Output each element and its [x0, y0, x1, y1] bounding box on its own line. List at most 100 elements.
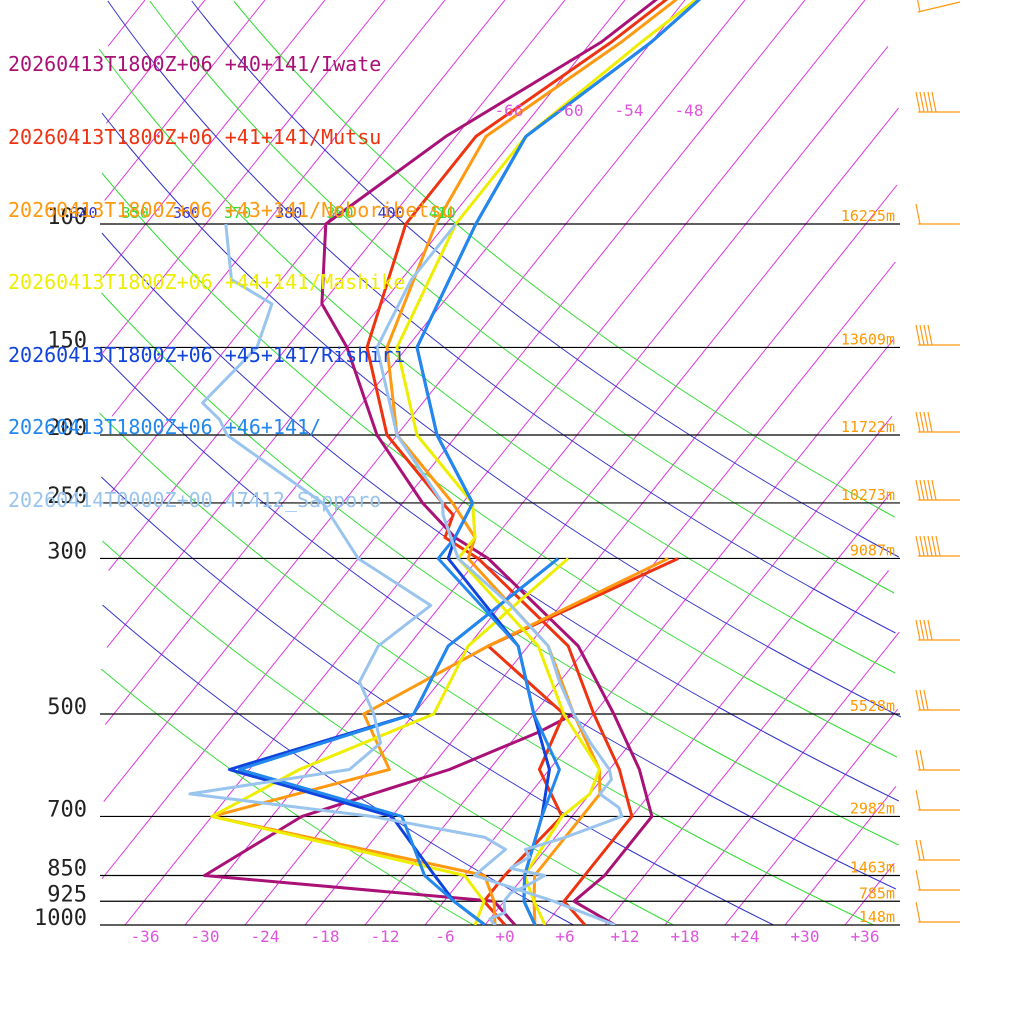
temperature-tick-label: +24	[731, 927, 760, 946]
wind-barb	[915, 789, 960, 811]
isotherm-line	[244, 107, 900, 926]
isotherm-line	[103, 0, 746, 802]
pressure-tick-label: 200	[47, 416, 87, 441]
series-dewpoint-line	[210, 557, 669, 925]
skewed-temp-label: -60	[555, 101, 584, 120]
wind-barb	[915, 619, 960, 641]
isotherm-line	[100, 0, 386, 355]
wind-barb	[915, 479, 960, 501]
height-label: 785m	[859, 884, 895, 902]
temperature-tick-label: -12	[371, 927, 400, 946]
wind-barb	[915, 689, 960, 711]
skewed-temp-label: -54	[615, 101, 644, 120]
isotherm-line	[106, 0, 626, 648]
wind-barb	[916, 0, 961, 13]
series-temperature-line	[385, 0, 679, 925]
temperature-tick-label: +0	[495, 927, 514, 946]
isotherm-line	[424, 338, 895, 926]
temperature-tick-label: -36	[131, 927, 160, 946]
wind-barb-flag	[923, 689, 929, 711]
legend-item-mashike: 20260413T1800Z+06 +44+141/Mashike	[8, 270, 406, 295]
series-layer	[188, 0, 702, 925]
temperature-tick-label: -6	[435, 927, 454, 946]
isotherm-line	[101, 0, 806, 880]
pressure-tick-label: 250	[47, 484, 87, 509]
wind-barb-flag	[915, 839, 921, 861]
theta-line	[191, 0, 900, 558]
isotherm-line	[184, 45, 889, 926]
isotherm-line	[784, 785, 897, 926]
wind-barb-flag	[915, 619, 921, 641]
wind-barb-flag	[915, 411, 921, 433]
height-label: 5528m	[850, 697, 895, 715]
wind-barb-flag	[915, 869, 921, 891]
wind-barb-flag	[915, 789, 921, 811]
legend-item-46-141: 20260413T1800Z+06 +46+141/	[8, 415, 322, 440]
theta-line	[100, 668, 474, 926]
wind-barb-flag	[923, 619, 929, 641]
wind-barb-flag	[927, 619, 933, 641]
height-label: 13609m	[841, 330, 895, 348]
legend-item-sapporo: 20260414T0000Z+00 47412_Sapporo	[8, 488, 382, 513]
series-temperature-line	[375, 223, 624, 925]
theta-line	[101, 232, 900, 802]
temperature-tick-label: -30	[191, 927, 220, 946]
wind-barb	[915, 535, 960, 557]
legend: 20260413T1800Z+06 +40+141/Iwate 20260413…	[8, 4, 454, 536]
wind-barb-flag	[927, 479, 933, 501]
legend-item-noboribetsu: 20260413T1800Z+06 +43+141/Noboribetsu	[8, 197, 454, 222]
skewed-temperature-labels: -66 -60 -54 -48	[495, 101, 704, 120]
legend-item-rishiri: 20260413T1800Z+06 +45+141/Rishiri	[8, 342, 406, 367]
pressure-tick-label: 300	[47, 539, 87, 564]
wind-barb-flag	[915, 901, 921, 923]
wind-barb-flag	[916, 0, 921, 13]
wind-barb-flag	[919, 689, 925, 711]
isotherm-line	[304, 184, 898, 926]
theta-label: 370	[224, 204, 251, 222]
height-label: 1463m	[850, 859, 895, 877]
wind-barbs	[915, 0, 961, 923]
wind-barb	[915, 749, 960, 771]
height-label: 148m	[859, 908, 895, 926]
theta-label: 340	[70, 204, 97, 222]
series-temperature-line	[415, 0, 702, 925]
isotherm-line	[364, 261, 896, 926]
isotherm-line	[104, 0, 686, 725]
wind-barb-flag	[923, 324, 929, 346]
pressure-tick-label: 100	[47, 205, 87, 230]
wind-barb-flag	[931, 91, 937, 113]
series-temperature-line	[365, 0, 669, 925]
theta-label: 360	[173, 204, 200, 222]
pressure-tick-label: 850	[47, 857, 87, 882]
wind-barb-flag	[923, 411, 929, 433]
wind-barb-flag	[931, 479, 937, 501]
theta-line	[99, 412, 874, 926]
wind-barb-flag	[923, 535, 929, 557]
pressure-tick-label: 700	[47, 797, 87, 822]
wind-barb-flag	[919, 91, 925, 113]
wind-barb	[915, 839, 960, 861]
wind-barb-flag	[915, 479, 921, 501]
theta-label: 380	[275, 204, 302, 222]
theta-line	[101, 292, 899, 846]
isotherm-line	[844, 863, 895, 926]
wind-barb-flag	[919, 839, 925, 861]
wind-barb-flag	[915, 689, 921, 711]
wind-barb-flag	[915, 749, 921, 771]
wind-barb-flag	[919, 619, 925, 641]
theta-labels: 340 350 360 370 380 390 400 410	[70, 204, 455, 222]
isotherm-line	[604, 570, 890, 926]
theta-line	[100, 352, 897, 890]
wind-barb	[915, 203, 960, 225]
wind-barb-flag	[935, 535, 941, 557]
wind-barb-shaft	[917, 1, 961, 13]
wind-barb-flag	[923, 91, 929, 113]
wind-barb	[915, 411, 960, 433]
grid-layer	[98, 0, 902, 926]
wind-barb-flag	[931, 535, 937, 557]
theta-line	[233, 0, 895, 518]
wind-barb-flag	[927, 535, 933, 557]
theta-line	[107, 0, 896, 634]
